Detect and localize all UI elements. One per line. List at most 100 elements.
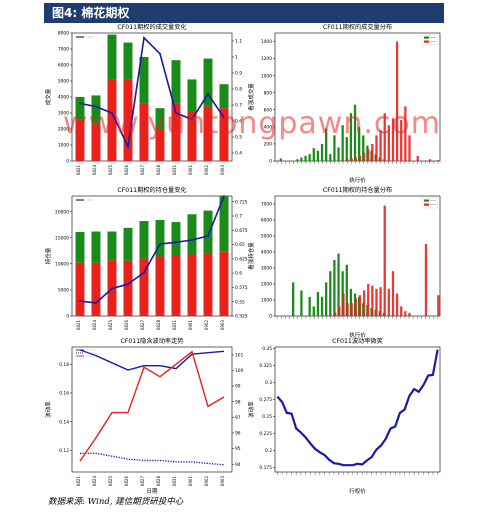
y-axis-label: 看涨成交量 [247, 83, 255, 111]
put-bar [428, 159, 432, 161]
y-tick-label: 0.25 [262, 414, 272, 420]
line-point [159, 243, 161, 245]
call-bar [329, 271, 332, 316]
bar-segment-red [171, 103, 181, 161]
put-bar [367, 149, 370, 161]
y2-tick-label: 0.4 [235, 151, 242, 157]
y2-tick-label: 0.6 [235, 119, 242, 125]
y2-tick-label: 97 [235, 415, 241, 421]
x-tick-label: 0827 [140, 476, 145, 487]
put-bar [437, 295, 440, 316]
y-tick-label: 5000 [58, 79, 69, 85]
x-tick-label: 0902 [204, 320, 209, 331]
x-tick-label: 0901 [188, 320, 193, 331]
source-note: 数据来源: Wind, 建信期货研投中心 [48, 497, 184, 507]
call-bar [362, 135, 365, 161]
x-tick-label: 0826 [124, 476, 129, 487]
bar-segment-green [123, 42, 133, 80]
line-point [223, 195, 225, 197]
bar-segment-red [203, 253, 213, 316]
y-axis-label: 波动率 [44, 401, 52, 418]
y-tick-label: 7000 [261, 202, 272, 208]
y-axis-label: 看涨持仓量 [247, 242, 255, 270]
put-bar [350, 303, 353, 316]
x-tick-label: 0824 [92, 476, 97, 487]
y-tick-label: 0.2 [265, 448, 272, 454]
bar-segment-red [123, 260, 133, 316]
plot-frame [274, 195, 441, 317]
y-tick-label: 1200 [261, 56, 272, 62]
y-tick-label: 0 [66, 314, 69, 320]
line-point [127, 283, 129, 285]
series-line [79, 36, 225, 150]
call-bar [320, 296, 324, 316]
x-tick-label: 0828 [156, 320, 161, 331]
line-point [207, 235, 209, 237]
plot-frame [71, 346, 233, 473]
y-tick-label: 0.225 [259, 431, 272, 437]
bar-segment-green [107, 231, 117, 261]
put-bar [354, 157, 357, 161]
legend-box [421, 197, 439, 209]
put-bar [342, 293, 345, 316]
line-point [175, 112, 177, 114]
bar-segment-green [187, 79, 197, 112]
chart-title: CF011期权的持仓量分布 [323, 186, 392, 194]
bar-segment-green [171, 60, 181, 104]
call-bar [325, 128, 328, 161]
y-axis-label: 成交量 [44, 88, 52, 105]
y-tick-label: 5000 [261, 234, 272, 240]
legend-box [421, 34, 439, 46]
y-tick-label: 1000 [261, 73, 272, 79]
legend-swatch [424, 203, 429, 206]
call-bar [337, 253, 340, 316]
call-bar [300, 290, 303, 316]
put-bar [375, 288, 378, 316]
bar-segment-green [203, 58, 213, 107]
call-bar [304, 155, 307, 161]
bar-segment-green [139, 221, 149, 259]
y2-tick-label: 0.65 [235, 242, 245, 248]
x-tick-label: 0903 [220, 320, 225, 331]
put-bar [358, 295, 362, 316]
x-tick-label: 0825 [108, 320, 113, 331]
line-point [79, 300, 81, 303]
x-tick-label: 0901 [188, 476, 193, 487]
chart-title: CF011期权的成交量分布 [323, 23, 392, 31]
bar-segment-red [203, 106, 213, 161]
put-bar [350, 158, 353, 161]
bar-segment-red [107, 79, 117, 161]
bar-segment-red [139, 258, 149, 316]
x-axis-label: 日期 [146, 488, 158, 495]
put-bar [358, 155, 362, 161]
y2-tick-label: 98 [235, 399, 241, 405]
put-bar [362, 152, 366, 161]
line-point [159, 52, 161, 55]
bar-segment-green [187, 214, 197, 255]
bar-segment-green [155, 220, 165, 257]
chart-title: CF011期权的持仓量变化 [117, 186, 186, 194]
y2-tick-label: 0.675 [235, 228, 248, 234]
y-axis-label: 持仓量 [44, 247, 52, 264]
call-bar [316, 292, 320, 316]
bar-segment-green [139, 57, 149, 104]
x-tick-label: 0902 [204, 476, 209, 487]
y2-tick-label: 0.575 [235, 285, 248, 291]
call-bar [308, 296, 311, 316]
y-tick-label: 5000 [58, 288, 69, 294]
x-tick-label: 0901 [188, 165, 193, 176]
bar-segment-red [155, 256, 165, 316]
y-tick-label: 1000 [58, 143, 69, 149]
y2-tick-label: 0.6 [235, 271, 242, 277]
bar-segment-green [203, 210, 213, 254]
y-tick-label: 6000 [58, 63, 69, 69]
y-tick-label: 0.325 [259, 363, 272, 369]
put-bar [408, 135, 411, 161]
call-bar [358, 126, 361, 161]
y2-tick-label: 94 [235, 462, 241, 468]
y-tick-label: 0.16 [59, 391, 69, 397]
put-bar [371, 143, 374, 161]
put-bar [362, 290, 366, 316]
